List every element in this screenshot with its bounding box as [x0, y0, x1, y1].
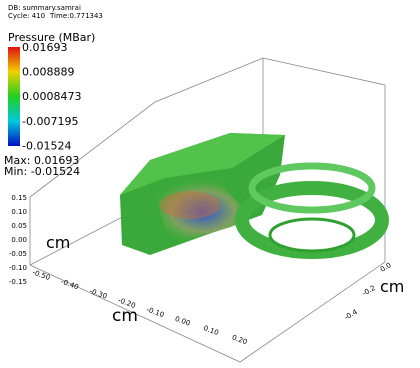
- z-axis-label: cm: [380, 277, 404, 296]
- x-tick-label: -0.50: [31, 268, 51, 282]
- colorbar: [8, 47, 20, 146]
- legend-min: Min: -0.01524: [4, 165, 80, 178]
- legend-label: 0.0008473: [22, 90, 82, 103]
- y-axis-label: cm: [46, 233, 70, 252]
- y-tick-label: -0.10: [9, 264, 27, 272]
- z-tick-label: -0.4: [343, 308, 359, 322]
- x-tick-label: 0.00: [174, 315, 191, 328]
- y-tick-label: 0.00: [11, 236, 27, 244]
- x-tick-label: -0.10: [145, 306, 165, 320]
- y-tick-label: 0.10: [11, 208, 27, 216]
- x-tick-label: -0.40: [60, 278, 80, 292]
- legend-label: -0.01524: [22, 139, 71, 152]
- vis-window: DB: summary.samrai Cycle: 410 Time:0.771…: [0, 0, 420, 368]
- legend-label: 0.01693: [22, 41, 68, 54]
- legend-label: 0.008889: [22, 66, 75, 79]
- y-tick-label: -0.05: [9, 250, 27, 258]
- db-name: DB: summary.samrai: [8, 4, 81, 12]
- z-tick-label: 0.0: [379, 261, 393, 273]
- render-object: [120, 133, 382, 255]
- x-tick-label: 0.20: [231, 333, 248, 346]
- x-tick-label: 0.10: [202, 324, 219, 337]
- y-tick-label: -0.15: [9, 278, 27, 286]
- y-tick-label: 0.15: [11, 194, 27, 202]
- y-tick-label: 0.05: [11, 222, 27, 230]
- z-tick-label: -0.2: [361, 284, 377, 298]
- time: Time:0.771343: [49, 12, 103, 20]
- legend-label: -0.007195: [22, 115, 78, 128]
- x-tick-label: -0.30: [88, 287, 108, 301]
- cycle: Cycle: 410: [8, 12, 45, 20]
